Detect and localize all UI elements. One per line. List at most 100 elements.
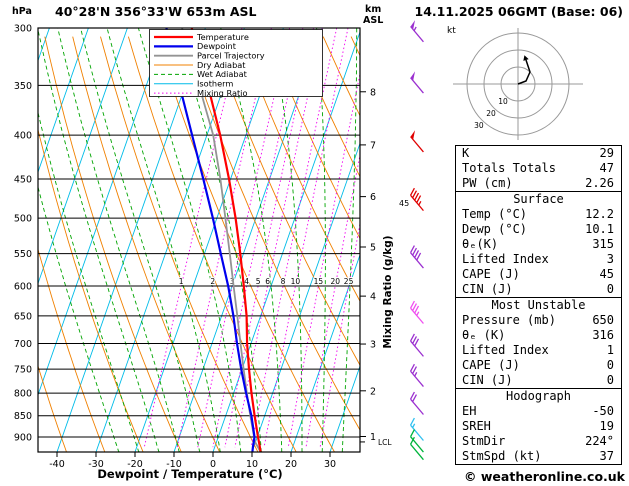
km-tick-label: 2 xyxy=(370,386,376,397)
dry-adiabat-line xyxy=(294,36,360,178)
row-value: 224° xyxy=(585,434,614,448)
pressure-tick-label: 600 xyxy=(14,282,32,293)
row-value: 316 xyxy=(592,328,614,342)
row-value: -50 xyxy=(592,404,614,418)
wet-adiabat-line xyxy=(216,28,283,452)
table-row: Lifted Index 1 xyxy=(456,343,621,358)
skewt-diagram: hPa 40°28'N 356°33'W 653m ASL km ASL Dew… xyxy=(0,4,435,481)
row-value: 2.26 xyxy=(585,176,614,190)
mixing-ratio-axis-title: Mixing Ratio (g/kg) xyxy=(382,235,394,348)
row-value: 37 xyxy=(599,449,614,463)
table-row: Lifted Index 3 xyxy=(456,252,621,267)
dry-adiabat-line xyxy=(38,247,106,452)
hodograph-ring xyxy=(500,66,536,102)
dry-adiabat-line xyxy=(127,36,297,452)
x-axis-title: Dewpoint / Temperature (°C) xyxy=(97,467,282,481)
row-value: 650 xyxy=(592,313,614,327)
dry-adiabat-line xyxy=(72,36,221,452)
dry-adiabat-line xyxy=(38,364,67,452)
table-section-header: Hodograph xyxy=(505,389,572,403)
site-credit[interactable]: © weatheronline.co.uk xyxy=(464,469,625,484)
isotherm-line xyxy=(38,28,167,397)
index-table-most-unstable: Most Unstable Pressure (mb) 650 θₑ (K) 316 Li… xyxy=(455,297,622,389)
index-table-main: K 29 Totals Totals 47 PW (cm) 2.26 xyxy=(455,145,622,192)
wet-adiabat-line xyxy=(313,28,326,452)
table-row: StmSpd (kt) 37 xyxy=(456,449,621,464)
index-table-surface: Surface Temp (°C) 12.2 Dewp (°C) 10.1 θₑ(K) 31… xyxy=(455,191,622,298)
isotherm-line xyxy=(212,30,360,452)
table-row: EH -50 xyxy=(456,404,621,419)
km-tick-label: 5 xyxy=(370,243,376,254)
row-label: CAPE (J) xyxy=(462,358,520,372)
pressure-tick-label: 450 xyxy=(14,174,32,185)
temperature-profile-line xyxy=(190,28,262,452)
temp-tick-label: -20 xyxy=(127,459,143,470)
dry-adiabat-line xyxy=(44,36,182,452)
table-row: θₑ (K) 316 xyxy=(456,328,621,343)
dry-adiabat-line xyxy=(100,36,259,452)
row-label: CIN (J) xyxy=(462,282,513,296)
wind-barb xyxy=(409,363,424,388)
wind-barb xyxy=(410,130,424,153)
run-datetime: 14.11.2025 06GMT (Base: 06) xyxy=(414,4,623,19)
wind-barb-speed-label: 45 xyxy=(399,199,409,208)
pressure-tick-label: 300 xyxy=(14,24,32,35)
row-label: SREH xyxy=(462,419,491,433)
isotherm-line xyxy=(38,28,89,174)
dry-adiabat-line xyxy=(155,36,335,452)
row-value: 10.1 xyxy=(585,222,614,236)
row-value: 12.2 xyxy=(585,207,614,221)
isotherm-line xyxy=(0,28,10,452)
km-tick-label: 7 xyxy=(370,140,376,151)
km-tick-label: 3 xyxy=(370,340,376,351)
row-label: θₑ(K) xyxy=(462,237,499,251)
dry-adiabat-line xyxy=(322,36,360,117)
mixing-ratio-value-label: 25 xyxy=(344,277,354,286)
row-value: 315 xyxy=(592,237,614,251)
wet-adiabat-line xyxy=(134,28,242,452)
row-value: 45 xyxy=(599,267,614,281)
isotherm-line xyxy=(95,28,245,452)
plot-frame xyxy=(37,27,361,453)
mixing-ratio-line xyxy=(287,71,360,448)
mixing-ratio-line xyxy=(197,28,291,448)
temp-tick-label: -40 xyxy=(49,459,65,470)
table-section-header: Surface xyxy=(513,192,564,206)
pressure-tick-label: 350 xyxy=(14,81,32,92)
row-label: CAPE (J) xyxy=(462,267,520,281)
wind-barb xyxy=(409,333,424,357)
table-row: Pressure (mb) 650 xyxy=(456,313,621,328)
pressure-tick-label: 700 xyxy=(14,339,32,350)
altitude-axis-unit: km xyxy=(365,4,381,15)
wet-adiabat-line xyxy=(172,28,263,452)
hodograph-ring-label: 30 xyxy=(474,121,484,130)
temp-tick-label: 20 xyxy=(285,459,297,470)
km-tick-label: 8 xyxy=(370,87,376,98)
table-row: CIN (J) 0 xyxy=(456,282,621,297)
mixing-ratio-line xyxy=(176,28,272,448)
temp-tick-label: -30 xyxy=(88,459,104,470)
legend-label: Dewpoint xyxy=(197,41,237,51)
wind-barb xyxy=(409,429,424,453)
mixing-ratio-line xyxy=(319,221,360,448)
pressure-tick-label: 500 xyxy=(14,214,32,225)
row-label: Dewp (°C) xyxy=(462,222,528,236)
dry-adiabat-line xyxy=(211,36,360,367)
row-value: 0 xyxy=(606,373,614,387)
dry-adiabat-line xyxy=(407,37,435,452)
mixing-ratio-value-label: 8 xyxy=(281,277,286,286)
mixing-ratio-value-label: 2 xyxy=(210,277,215,286)
row-value: 19 xyxy=(599,419,614,433)
pressure-tick-label: 650 xyxy=(14,311,32,322)
wet-adiabat-line xyxy=(266,28,303,452)
wind-barb xyxy=(409,436,424,461)
hodograph-unit-label: kt xyxy=(447,26,456,36)
mixing-ratio-line xyxy=(143,28,243,448)
wind-barb xyxy=(409,417,424,441)
wind-barb xyxy=(409,245,424,269)
mixing-ratio-line xyxy=(234,28,323,448)
mixing-ratio-line xyxy=(224,28,314,448)
pressure-tick-label: 800 xyxy=(14,389,32,400)
lcl-label: LCL xyxy=(378,438,392,447)
